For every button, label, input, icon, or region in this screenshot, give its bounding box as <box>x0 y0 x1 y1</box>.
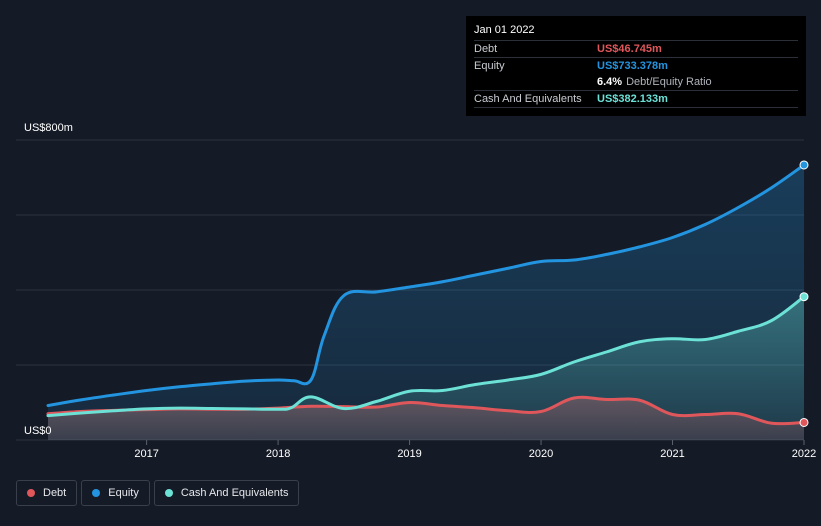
legend-cash-label: Cash And Equivalents <box>180 487 289 499</box>
y-tick-label: US$0 <box>24 425 52 437</box>
tooltip-date: Jan 01 2022 <box>474 24 535 36</box>
x-tick-label: 2022 <box>792 448 816 460</box>
legend-equity-label: Equity <box>108 487 139 499</box>
axes: US$0 US$800m 2017 2018 2019 2020 2021 2022 <box>24 122 816 460</box>
cash-line <box>46 295 806 418</box>
series-areas <box>48 164 804 440</box>
end-markers <box>799 160 809 427</box>
equity-line <box>46 163 806 407</box>
x-tick-label: 2017 <box>134 448 158 460</box>
tooltip-cash-value: US$382.133m <box>597 93 668 105</box>
legend-item-equity[interactable]: Equity <box>81 480 150 506</box>
tooltip-debt-label: Debt <box>474 43 498 55</box>
tooltip-ratio-row: 6.4% Debt/Equity Ratio <box>474 74 798 90</box>
chart-legend: Debt Equity Cash And Equivalents <box>16 480 300 506</box>
tooltip-ratio-value: 6.4% <box>597 76 623 88</box>
cash-end-marker <box>799 292 809 302</box>
legend-item-cash[interactable]: Cash And Equivalents <box>153 480 300 506</box>
series-lines <box>46 163 806 426</box>
cash-dot-icon <box>164 489 173 497</box>
equity-dot-icon <box>92 489 101 497</box>
legend-item-debt[interactable]: Debt <box>16 480 78 506</box>
tooltip-equity-label: Equity <box>474 60 505 72</box>
x-tick-label: 2020 <box>529 448 553 460</box>
data-tooltip: Jan 01 2022 Debt US$46.745m Equity US$73… <box>466 16 806 116</box>
tooltip-ratio-label: Debt/Equity Ratio <box>626 76 712 88</box>
debt-end-marker <box>799 417 809 427</box>
tooltip-debt-row: Debt US$46.745m <box>474 40 798 57</box>
y-tick-label: US$800m <box>24 122 73 134</box>
tooltip-cash-label: Cash And Equivalents <box>474 93 582 105</box>
debt-dot-icon <box>27 489 35 497</box>
x-tick-label: 2021 <box>660 448 684 460</box>
tooltip-equity-row: Equity US$733.378m <box>474 57 798 74</box>
legend-debt-label: Debt <box>43 487 67 499</box>
tooltip-debt-value: US$46.745m <box>597 43 662 55</box>
equity-end-marker <box>799 160 809 170</box>
tooltip-equity-value: US$733.378m <box>597 60 668 72</box>
x-tick-label: 2019 <box>397 448 421 460</box>
tooltip-cash-row: Cash And Equivalents US$382.133m <box>474 90 798 108</box>
cash-area <box>48 296 804 440</box>
x-tick-label: 2018 <box>266 448 290 460</box>
